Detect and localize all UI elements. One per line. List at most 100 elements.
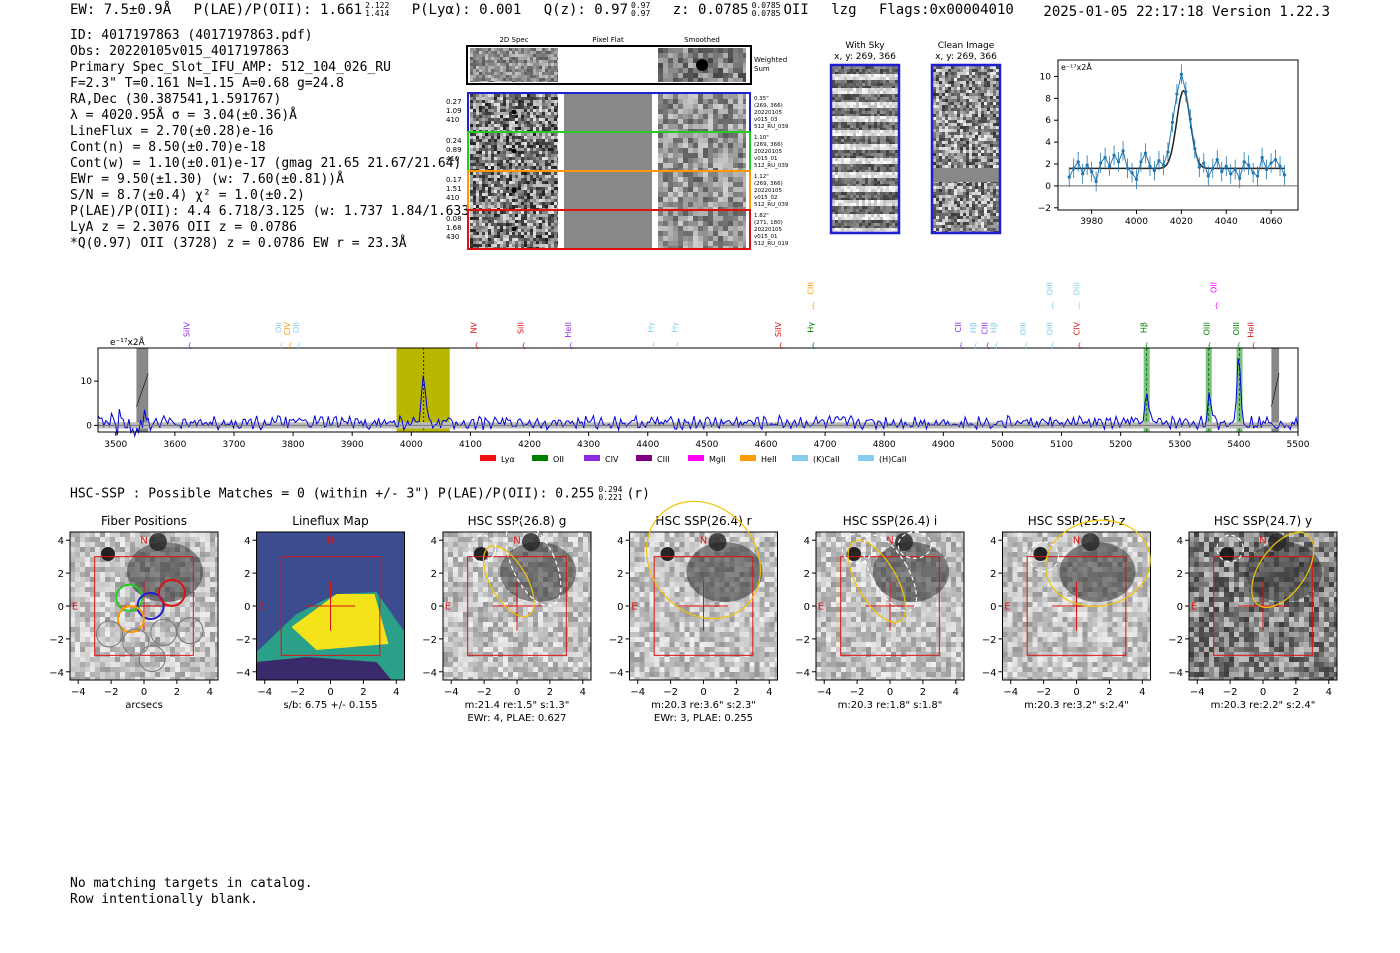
spectral-line-label: Hβ xyxy=(990,322,999,333)
spectrum-xtick-label: 4500 xyxy=(695,440,718,450)
search-box xyxy=(94,556,194,656)
hsc-panel-caption: s/b: 6.75 +/- 0.155 xyxy=(283,700,377,711)
zoom-data-point xyxy=(1242,160,1246,164)
row-left-stat: 0.08 xyxy=(446,215,462,223)
hsc-panel-title: HSC SSP(26.8) g xyxy=(468,514,567,528)
hsc-ytick-label: −4 xyxy=(795,668,810,679)
spectral-line-label: SiII xyxy=(517,322,526,334)
sky-light-band xyxy=(832,144,898,150)
info-line: *Q(0.97) OII (3728) z = 0.0786 EW r = 23… xyxy=(70,236,407,251)
hsc-summary: HSC-SSP : Possible Matches = 0 (within +… xyxy=(70,485,650,502)
spectrum-xtick-label: 3700 xyxy=(223,440,246,450)
zoom-ytick-label: 0 xyxy=(1045,182,1051,192)
zoom-data-point xyxy=(1134,177,1139,181)
east-label: E xyxy=(72,601,78,612)
hsc-ytick-label: 0 xyxy=(1177,602,1183,613)
aperture-ellipse xyxy=(1028,541,1060,573)
info-line: F=2.3" T=0.161 N=1.15 A=0.68 g=24.8 xyxy=(70,76,344,91)
row-smoothed xyxy=(658,94,746,131)
spectral-line-brace: { xyxy=(974,342,978,350)
legend-swatch xyxy=(858,455,874,461)
spectral-line-brace: { xyxy=(1024,342,1028,350)
hsc-xtick-label: 4 xyxy=(1326,687,1332,698)
aperture-ellipse xyxy=(897,531,932,559)
row-left-stat: 0.17 xyxy=(446,176,462,184)
hsc-panel-caption: m:21.4 re:1.5" s:1.3" xyxy=(465,700,570,711)
aperture-ellipse xyxy=(862,534,918,612)
row-right-meta: 512_RU_039 xyxy=(754,124,789,130)
zoom-data-point xyxy=(1121,149,1125,153)
zoom-xtick-label: 3980 xyxy=(1080,217,1103,227)
legend-label: CIV xyxy=(605,455,619,464)
zoom-data-point xyxy=(1211,166,1215,170)
fiber-circle xyxy=(138,645,166,673)
spectral-line-brace: { xyxy=(1050,302,1054,310)
sky-light-band xyxy=(832,200,898,206)
spectral-line-brace: { xyxy=(675,342,679,350)
spectral-line-label: Hβ xyxy=(1140,322,1149,333)
zoom-data-point xyxy=(1139,160,1143,164)
weighted-sum-frame xyxy=(466,45,752,85)
hsc-ytick-label: 4 xyxy=(990,536,996,547)
hsc-ytick-label: 0 xyxy=(58,602,64,613)
ew-value: EW: 7.5±0.9Å xyxy=(70,2,172,18)
hsc-panel-title: Fiber Positions xyxy=(101,514,187,528)
search-box xyxy=(467,556,567,656)
sky-light-band xyxy=(832,172,898,178)
east-label: E xyxy=(258,601,264,612)
zoom-data-point xyxy=(1116,160,1121,164)
spectral-line-brace: { xyxy=(569,342,573,350)
spectral-line-brace: { xyxy=(187,342,191,350)
hsc-xtick-label: 0 xyxy=(887,687,893,698)
hsc-xtick-label: −4 xyxy=(444,687,459,698)
hsc-xtick-label: 4 xyxy=(953,687,959,698)
hsc-panel-image xyxy=(629,532,778,680)
zoom-data-point xyxy=(1184,90,1188,94)
row-left-stat: 430 xyxy=(446,233,459,241)
row-pixel-flat xyxy=(564,211,652,248)
fiber-circle xyxy=(95,620,123,648)
north-label: N xyxy=(327,536,334,547)
row-left-stat: 0.89 xyxy=(446,146,462,154)
spectral-line-label: OII xyxy=(274,322,283,333)
east-label: E xyxy=(1191,601,1197,612)
sky-dark-band xyxy=(832,66,898,74)
plae-hi: 2.122 xyxy=(365,1,390,10)
hsc-ytick-label: −2 xyxy=(422,635,437,646)
hsc-ytick-label: −4 xyxy=(422,668,437,679)
fiber-circle xyxy=(122,628,150,656)
row-right-meta: (269, 366) xyxy=(754,181,783,187)
hsc-panel-image xyxy=(443,532,591,680)
spectral-line-brace: { xyxy=(1144,342,1148,350)
detection-info: ID: 4017197863 (4017197863.pdf) Obs: 2022… xyxy=(70,28,477,252)
with-sky-frame xyxy=(829,63,901,235)
zoom-data-point xyxy=(1112,153,1116,157)
row-right-meta: v015_02 xyxy=(754,195,778,201)
plae-value: P(LAE)/P(OII): 1.661 2.122 1.414 xyxy=(193,1,390,19)
hsc-panel-title: HSC SSP(26.4) r xyxy=(655,514,751,528)
spectrum-xtick-label: 5500 xyxy=(1287,440,1310,450)
zoom-data-point xyxy=(1282,173,1287,177)
hsc-xtick-label: 2 xyxy=(547,687,553,698)
spectral-line-brace: { xyxy=(994,342,998,350)
hsc-panel-caption: m:20.3 re:2.2" s:2.4" xyxy=(1211,700,1316,711)
row-right-meta: v015_01 xyxy=(754,156,778,162)
info-line: Cont(w) = 1.10(±0.01)e-17 (gmag 21.65 21… xyxy=(70,156,462,171)
spectral-line-label: CII xyxy=(954,322,963,332)
zoom-data-point xyxy=(1188,117,1192,121)
hsc-xtick-label: −2 xyxy=(477,687,492,698)
spectral-line-brace: { xyxy=(779,342,783,350)
spectral-line-label: HeII xyxy=(564,322,573,338)
hsc-ytick-label: 0 xyxy=(804,602,810,613)
legend-label: HeII xyxy=(761,455,777,464)
search-box xyxy=(1213,556,1313,656)
spectral-line-label: OIII xyxy=(1046,322,1055,335)
clean-image-title: Clean Image xyxy=(938,41,995,51)
zoom-data-point xyxy=(1233,167,1237,172)
hsc-xtick-label: 4 xyxy=(1139,687,1145,698)
east-label: E xyxy=(445,601,451,612)
catalog-note-line1: No matching targets in catalog. xyxy=(70,876,313,891)
spectral-line-brace: { xyxy=(288,342,292,350)
zoom-data-point xyxy=(1067,175,1071,179)
hsc-panel-title: HSC SSP(24.7) y xyxy=(1214,514,1312,528)
